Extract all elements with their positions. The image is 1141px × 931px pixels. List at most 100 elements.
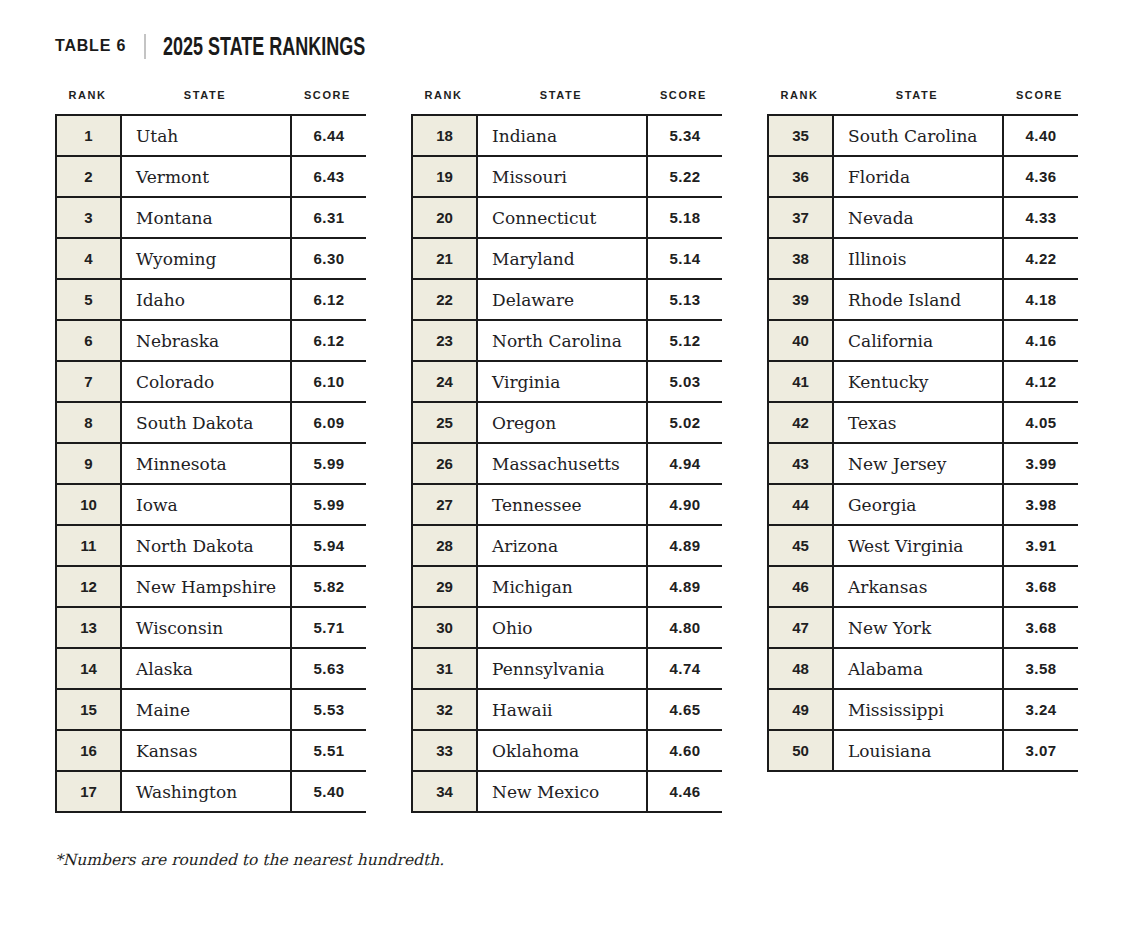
table-row: 31Pennsylvania4.74	[412, 648, 722, 689]
table-row: 21Maryland5.14	[412, 238, 722, 279]
rank-cell: 16	[56, 730, 121, 771]
score-header: SCORE	[646, 89, 721, 101]
table-row: 11North Dakota5.94	[56, 525, 366, 566]
table-row: 35South Carolina4.40	[768, 115, 1078, 156]
table-row: 36Florida4.36	[768, 156, 1078, 197]
state-cell: Pennsylvania	[477, 648, 647, 689]
state-cell: Mississippi	[833, 689, 1003, 730]
rankings-column-1: RANK STATE SCORE 1Utah6.442Vermont6.433M…	[55, 89, 365, 813]
rank-cell: 25	[412, 402, 477, 443]
table-row: 44Georgia3.98	[768, 484, 1078, 525]
state-cell: Oklahoma	[477, 730, 647, 771]
state-header: STATE	[476, 89, 646, 101]
rank-cell: 10	[56, 484, 121, 525]
state-cell: Nevada	[833, 197, 1003, 238]
table-row: 40California4.16	[768, 320, 1078, 361]
score-cell: 4.16	[1003, 320, 1078, 361]
state-cell: Massachusetts	[477, 443, 647, 484]
table-row: 43New Jersey3.99	[768, 443, 1078, 484]
state-cell: North Dakota	[121, 525, 291, 566]
table-row: 15Maine5.53	[56, 689, 366, 730]
state-cell: New Jersey	[833, 443, 1003, 484]
state-cell: Georgia	[833, 484, 1003, 525]
state-cell: New Mexico	[477, 771, 647, 812]
rank-cell: 47	[768, 607, 833, 648]
table-heading: 2025 STATE RANKINGS	[163, 32, 365, 61]
state-cell: Hawaii	[477, 689, 647, 730]
table-row: 13Wisconsin5.71	[56, 607, 366, 648]
rank-cell: 48	[768, 648, 833, 689]
score-cell: 3.98	[1003, 484, 1078, 525]
score-cell: 5.18	[647, 197, 722, 238]
table-number-label: TABLE 6	[55, 37, 126, 55]
state-cell: Kansas	[121, 730, 291, 771]
state-cell: Nebraska	[121, 320, 291, 361]
state-cell: Missouri	[477, 156, 647, 197]
rankings-table-1: 1Utah6.442Vermont6.433Montana6.314Wyomin…	[55, 114, 366, 813]
state-cell: Alaska	[121, 648, 291, 689]
table-row: 26Massachusetts4.94	[412, 443, 722, 484]
state-cell: Texas	[833, 402, 1003, 443]
score-cell: 3.68	[1003, 607, 1078, 648]
rank-cell: 35	[768, 115, 833, 156]
rank-cell: 27	[412, 484, 477, 525]
rank-cell: 12	[56, 566, 121, 607]
state-cell: Connecticut	[477, 197, 647, 238]
state-cell: New York	[833, 607, 1003, 648]
score-cell: 5.13	[647, 279, 722, 320]
table-row: 23North Carolina5.12	[412, 320, 722, 361]
rank-header: RANK	[411, 89, 476, 101]
score-cell: 5.63	[291, 648, 366, 689]
score-cell: 4.46	[647, 771, 722, 812]
rank-cell: 17	[56, 771, 121, 812]
rank-cell: 38	[768, 238, 833, 279]
rank-cell: 9	[56, 443, 121, 484]
state-cell: Rhode Island	[833, 279, 1003, 320]
score-header: SCORE	[290, 89, 365, 101]
score-cell: 3.99	[1003, 443, 1078, 484]
score-cell: 6.12	[291, 320, 366, 361]
rank-cell: 14	[56, 648, 121, 689]
table-row: 7Colorado6.10	[56, 361, 366, 402]
score-cell: 5.14	[647, 238, 722, 279]
score-cell: 4.05	[1003, 402, 1078, 443]
score-cell: 3.24	[1003, 689, 1078, 730]
state-cell: Wisconsin	[121, 607, 291, 648]
table-row: 45West Virginia3.91	[768, 525, 1078, 566]
table-row: 50Louisiana3.07	[768, 730, 1078, 771]
state-cell: North Carolina	[477, 320, 647, 361]
score-cell: 4.89	[647, 566, 722, 607]
table-row: 37Nevada4.33	[768, 197, 1078, 238]
score-cell: 4.74	[647, 648, 722, 689]
state-cell: Colorado	[121, 361, 291, 402]
table-row: 6Nebraska6.12	[56, 320, 366, 361]
table-row: 38Illinois4.22	[768, 238, 1078, 279]
rank-cell: 7	[56, 361, 121, 402]
state-cell: South Carolina	[833, 115, 1003, 156]
rank-cell: 46	[768, 566, 833, 607]
rank-cell: 4	[56, 238, 121, 279]
rank-cell: 23	[412, 320, 477, 361]
table-row: 34New Mexico4.46	[412, 771, 722, 812]
table-6-page: TABLE 6 2025 STATE RANKINGS RANK STATE S…	[0, 0, 1141, 931]
state-cell: Tennessee	[477, 484, 647, 525]
rank-cell: 18	[412, 115, 477, 156]
column-headers: RANK STATE SCORE	[767, 89, 1077, 101]
score-cell: 4.94	[647, 443, 722, 484]
score-cell: 4.60	[647, 730, 722, 771]
state-cell: Louisiana	[833, 730, 1003, 771]
rank-cell: 30	[412, 607, 477, 648]
table-row: 46Arkansas3.68	[768, 566, 1078, 607]
rank-cell: 28	[412, 525, 477, 566]
rank-cell: 33	[412, 730, 477, 771]
score-cell: 4.12	[1003, 361, 1078, 402]
state-cell: Arizona	[477, 525, 647, 566]
score-cell: 4.18	[1003, 279, 1078, 320]
table-row: 39Rhode Island4.18	[768, 279, 1078, 320]
score-cell: 4.80	[647, 607, 722, 648]
rank-cell: 43	[768, 443, 833, 484]
state-cell: Maryland	[477, 238, 647, 279]
score-cell: 5.71	[291, 607, 366, 648]
score-cell: 5.22	[647, 156, 722, 197]
table-row: 28Arizona4.89	[412, 525, 722, 566]
